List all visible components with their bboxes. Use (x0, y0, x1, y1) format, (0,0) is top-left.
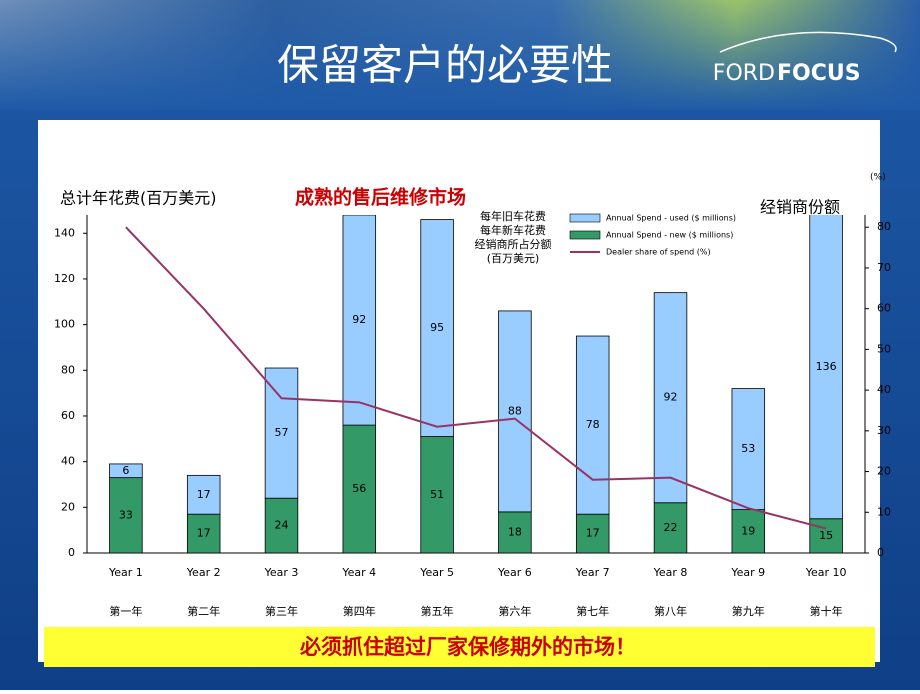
bar-value-label: 56 (352, 482, 366, 495)
x-tick-note: 第九年 (732, 604, 765, 618)
bar-value-label: 136 (816, 360, 837, 373)
x-tick-note: 第七年 (576, 604, 609, 618)
x-tick-note: 第三年 (265, 604, 298, 618)
bar-value-label: 22 (664, 521, 678, 534)
x-tick-label: Year 5 (419, 566, 454, 579)
y-axis-title: 总计年花费(百万美元) (60, 189, 217, 208)
x-tick-label: Year 3 (264, 566, 299, 579)
y-tick-label: 80 (61, 363, 75, 376)
bar-value-label: 33 (119, 508, 133, 521)
bar-segment (420, 436, 454, 554)
y2-tick-label: 30 (877, 424, 891, 437)
bar-value-label: 88 (508, 404, 522, 417)
bar-value-label: 6 (122, 464, 129, 477)
x-tick-note: 第六年 (498, 604, 531, 618)
plot (109, 215, 843, 554)
bar-value-label: 17 (586, 527, 600, 540)
y2-unit: (%) (870, 173, 886, 183)
banner-text: 必须抓住超过厂家保修期外的市场！ (300, 635, 636, 659)
bar-value-label: 95 (430, 321, 444, 334)
logo-left: FORD (713, 61, 775, 86)
bar-value-label: 51 (430, 488, 444, 501)
y2-tick-label: 50 (877, 342, 891, 355)
legend-swatch (569, 230, 601, 240)
legend-swatch (569, 213, 601, 223)
bar-value-label: 53 (741, 442, 755, 455)
banner (44, 627, 875, 667)
bar-segment (498, 511, 532, 554)
bar-segment (186, 513, 221, 554)
x-tick-label: Year 1 (108, 566, 143, 579)
bar-segment (420, 219, 454, 437)
y2-tick-label: 10 (877, 505, 891, 518)
y2-tick-label: 20 (877, 465, 891, 478)
x-tick-note: 第八年 (654, 604, 687, 618)
x-tick-label: Year 9 (730, 566, 765, 579)
bar-segment (498, 310, 532, 513)
y2-tick-label: 40 (877, 383, 891, 396)
bar-segment (342, 215, 377, 426)
y2-tick-label: 70 (877, 261, 891, 274)
x-tick-note: 第二年 (187, 604, 220, 618)
bar-segment (342, 424, 377, 554)
x-tick-note: 第五年 (421, 604, 454, 618)
bar-value-label: 18 (508, 525, 522, 538)
slide-title: 保留客户的必要性 (277, 41, 613, 90)
bar-segment (575, 335, 610, 515)
bar-value-label: 24 (275, 519, 289, 532)
bar-value-label: 15 (819, 529, 833, 542)
x-tick-label: Year 2 (186, 566, 221, 579)
bar-segment (264, 367, 299, 499)
x-tick-label: Year 6 (497, 566, 532, 579)
chart-title: 成熟的售后维修市场 (295, 186, 466, 209)
x-tick-label: Year 10 (805, 566, 847, 579)
logo-right: FOCUS (777, 61, 861, 86)
x-tick-note: 第四年 (343, 604, 376, 618)
legend-label: Annual Spend - new ($ millions) (606, 231, 733, 240)
bar-segment (653, 292, 688, 504)
y-tick-label: 120 (54, 272, 75, 285)
bar-segment (264, 497, 299, 554)
bar-value-label: 19 (741, 524, 755, 537)
bar-segment (809, 215, 843, 520)
bar-value-label: 17 (197, 527, 211, 540)
bar-segment (575, 513, 610, 554)
y2-tick-label: 0 (877, 546, 884, 559)
x-tick-label: Year 7 (575, 566, 610, 579)
y2-tick-label: 60 (877, 302, 891, 315)
x-tick-label: Year 4 (341, 566, 376, 579)
y2-tick-label: 80 (877, 220, 891, 233)
y-tick-label: 100 (54, 318, 75, 331)
bar-value-label: 78 (586, 418, 600, 431)
x-tick-note: 第一年 (109, 604, 142, 618)
y-tick-label: 140 (54, 226, 75, 239)
legend-note: (百万美元) (487, 252, 540, 265)
y-tick-label: 20 (61, 500, 75, 513)
line-series (125, 226, 827, 530)
bar-segment (109, 477, 143, 554)
x-tick-label: Year 8 (653, 566, 688, 579)
legend-label: Annual Spend - used ($ millions) (606, 214, 736, 223)
bar-value-label: 92 (664, 391, 678, 404)
y-tick-label: 60 (61, 409, 75, 422)
y2-axis-title: 经销商份额 (760, 198, 840, 217)
bar-segment (109, 463, 143, 479)
header-fade (0, 0, 920, 110)
legend-note: 经销商所占分额 (475, 237, 552, 251)
bar-value-label: 17 (197, 488, 211, 501)
logo-swoosh (719, 31, 897, 53)
legend-note: 每年旧车花费 (480, 209, 546, 223)
bar-value-label: 57 (275, 426, 289, 439)
bar-segment (731, 388, 766, 511)
bar-value-label: 92 (352, 313, 366, 326)
y-tick-label: 0 (68, 546, 75, 559)
legend-label: Dealer share of spend (%) (606, 248, 711, 257)
bar-segment (186, 474, 221, 515)
legend-note: 每年新车花费 (480, 223, 546, 237)
bar-segment (809, 518, 843, 554)
y-tick-label: 40 (61, 455, 75, 468)
x-tick-note: 第十年 (810, 604, 843, 618)
